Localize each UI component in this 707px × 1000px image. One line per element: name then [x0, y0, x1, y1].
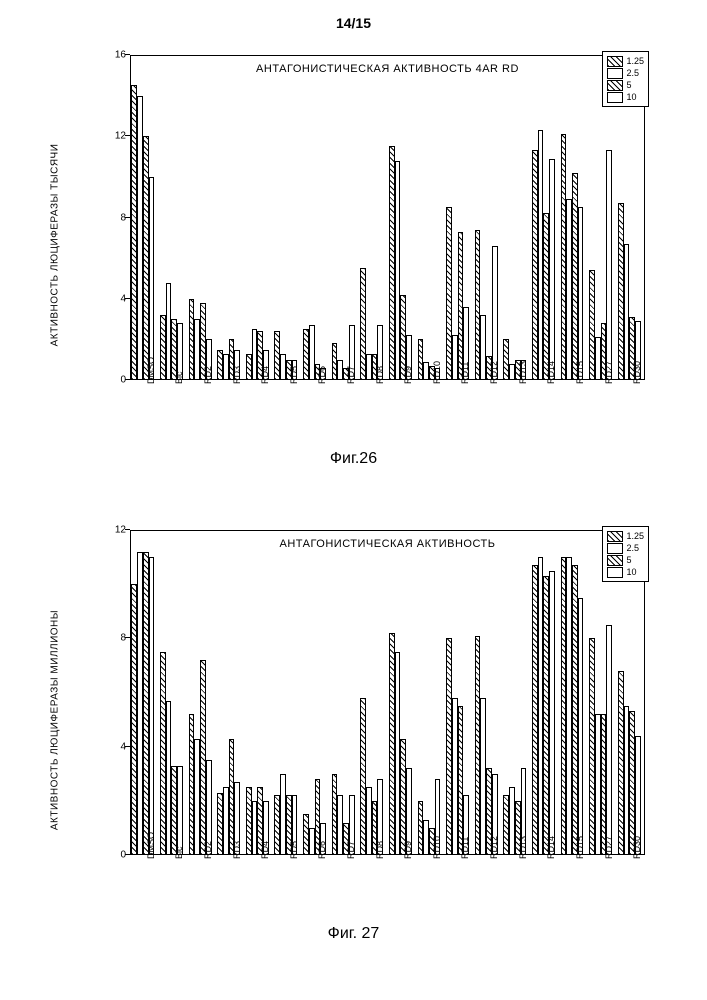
legend-27: 1.252.5510 [602, 526, 649, 582]
y-tick-label: 4 [120, 741, 126, 752]
bar [578, 598, 584, 855]
legend-swatch [607, 92, 623, 103]
caption-26: Фиг.26 [0, 450, 707, 468]
x-tick-label: RD7 [346, 841, 356, 859]
bar [606, 150, 612, 380]
x-tick-label: RD30 [632, 836, 642, 859]
y-tick-label: 12 [115, 131, 126, 142]
x-tick-label: RD13 [518, 836, 528, 859]
x-tick-label: RD11 [460, 837, 470, 859]
x-tick-label: RD7 [346, 366, 356, 384]
x-tick-label: RD9 [403, 841, 413, 859]
x-tick-label: RD15 [575, 836, 585, 859]
bar [149, 177, 155, 380]
y-tick-label: 0 [120, 850, 126, 861]
y-axis-label-27: АКТИВНОСТЬ ЛЮЦИФЕРАЗЫ МИЛЛИОНЫ [50, 610, 61, 830]
legend-swatch [607, 555, 623, 566]
y-tick-label: 8 [120, 633, 126, 644]
x-tick-label: RD12 [489, 836, 499, 859]
legend-26: 1.252.5510 [602, 51, 649, 107]
figure-27: АКТИВНОСТЬ ЛЮЦИФЕРАЗЫ МИЛЛИОНЫ 04812 АНТ… [75, 530, 645, 910]
legend-label: 2.5 [626, 67, 639, 79]
x-tick-label: DMSO [146, 832, 156, 859]
x-tick-label: RD5 [289, 841, 299, 859]
legend-label: 10 [626, 566, 636, 578]
legend-item: 10 [607, 91, 644, 103]
legend-swatch [607, 56, 623, 67]
x-tick-label: RD8 [375, 841, 385, 859]
x-tick-label: RD3 [232, 841, 242, 859]
x-tick-label: RD10 [432, 361, 442, 384]
x-tick-label: RD6 [317, 366, 327, 384]
x-tick-label: RD27 [604, 836, 614, 859]
legend-label: 1.25 [626, 55, 644, 67]
x-tick-label: RD15 [575, 361, 585, 384]
legend-label: 10 [626, 91, 636, 103]
legend-label: 1.25 [626, 530, 644, 542]
legend-item: 1.25 [607, 55, 644, 67]
x-tick-label: RD6 [317, 841, 327, 859]
legend-label: 5 [626, 79, 631, 91]
legend-swatch [607, 68, 623, 79]
page-number: 14/15 [0, 15, 707, 31]
legend-item: 1.25 [607, 530, 644, 542]
x-tick-label: RD2 [203, 841, 213, 859]
x-tick-label: RD10 [432, 836, 442, 859]
x-tick-label: RD4 [260, 366, 270, 384]
bar [549, 159, 555, 380]
legend-item: 10 [607, 566, 644, 578]
bar [177, 766, 183, 855]
figure-26: АКТИВНОСТЬ ЛЮЦИФЕРАЗЫ ТЫСЯЧИ 0481216 АНТ… [75, 55, 645, 435]
x-tick-label: Bic [174, 371, 184, 384]
x-tick-label: RD3 [232, 366, 242, 384]
legend-swatch [607, 80, 623, 91]
bar [492, 246, 498, 380]
x-tick-label: RD30 [632, 361, 642, 384]
legend-label: 5 [626, 554, 631, 566]
x-tick-label: RD8 [375, 366, 385, 384]
legend-item: 5 [607, 79, 644, 91]
legend-item: 5 [607, 554, 644, 566]
legend-item: 2.5 [607, 542, 644, 554]
caption-27: Фиг. 27 [0, 925, 707, 943]
x-tick-label: RD27 [604, 361, 614, 384]
y-tick-label: 16 [115, 50, 126, 61]
x-tick-label: DMSO [146, 357, 156, 384]
bar [549, 571, 555, 855]
legend-swatch [607, 567, 623, 578]
y-tick-label: 4 [120, 293, 126, 304]
y-axis-label-26: АКТИВНОСТЬ ЛЮЦИФЕРАЗЫ ТЫСЯЧИ [50, 144, 61, 347]
x-tick-label: RD12 [489, 361, 499, 384]
y-tick-label: 8 [120, 212, 126, 223]
legend-item: 2.5 [607, 67, 644, 79]
x-tick-label: RD9 [403, 366, 413, 384]
legend-label: 2.5 [626, 542, 639, 554]
bar [606, 625, 612, 855]
x-tick-label: RD11 [460, 362, 470, 384]
bar [578, 207, 584, 380]
legend-swatch [607, 543, 623, 554]
x-tick-label: RD14 [546, 361, 556, 384]
x-tick-label: Bic [174, 846, 184, 859]
x-tick-label: RD14 [546, 836, 556, 859]
y-tick-label: 12 [115, 525, 126, 536]
legend-swatch [607, 531, 623, 542]
x-tick-label: RD13 [518, 361, 528, 384]
x-tick-label: RD2 [203, 366, 213, 384]
x-tick-label: RD5 [289, 366, 299, 384]
y-tick-label: 0 [120, 375, 126, 386]
bar [149, 557, 155, 855]
x-tick-label: RD4 [260, 841, 270, 859]
